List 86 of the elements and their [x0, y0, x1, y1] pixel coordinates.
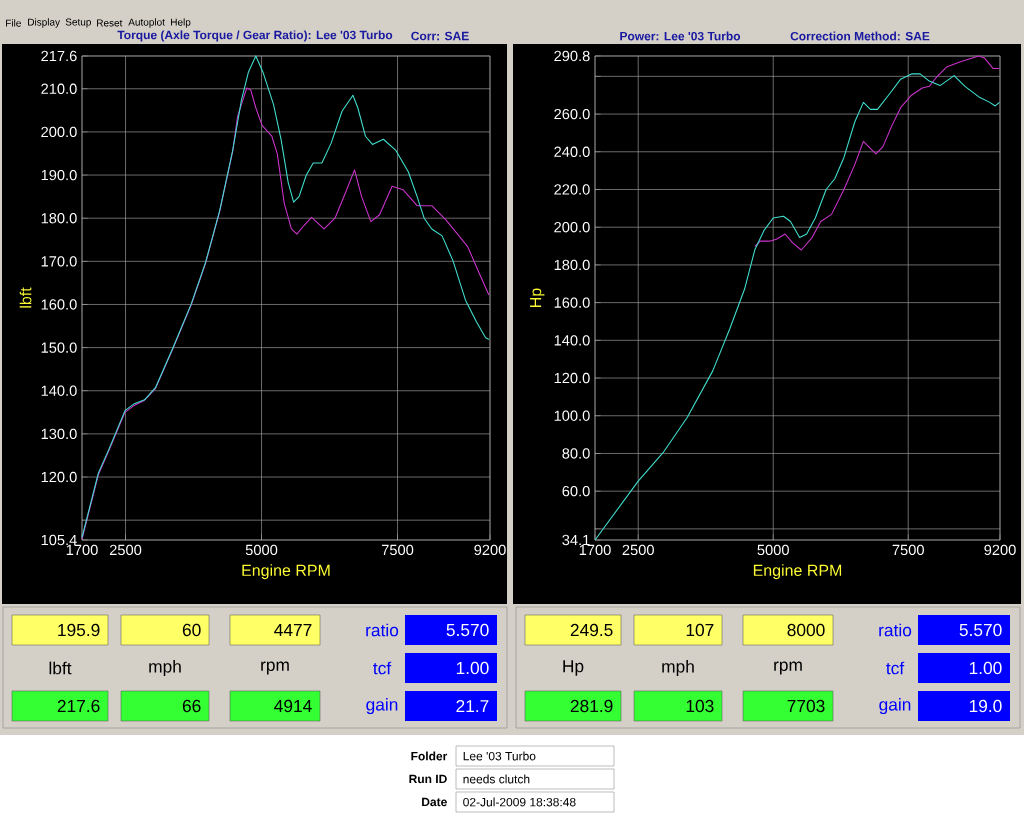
chart-title: Torque (Axle Torque / Gear Ratio): Lee '03 Turbo [117, 30, 393, 42]
y-tick-label: 120.0 [41, 471, 77, 483]
y-tick-label: 160.0 [554, 297, 590, 308]
text: 19.0 [969, 699, 1002, 713]
line-series [754, 55, 1001, 251]
y-tick-label: 190.0 [41, 169, 77, 181]
x-tick-label: 1700 [66, 544, 98, 556]
chart-subtitle: Correction Method: SAE [790, 31, 930, 41]
y-tick-label: 140.0 [554, 335, 590, 346]
y-tick-label: 100.0 [554, 410, 590, 421]
text: 5.570 [959, 623, 1002, 637]
text: 4914 [274, 699, 312, 713]
text: Hp [563, 660, 584, 676]
text: rpm [774, 661, 802, 675]
text: lbft [49, 661, 72, 675]
y-tick-label: 180.0 [554, 259, 590, 271]
x-tick-label: 2500 [622, 544, 654, 556]
y-tick-label: 200.0 [554, 222, 590, 233]
text: 4477 [274, 624, 312, 636]
y-tick-label: 130.0 [41, 428, 77, 440]
y-axis-title: Hp [530, 288, 545, 307]
x-tick-label: 9200 [984, 544, 1016, 556]
text: tcf [373, 661, 392, 675]
y-tick-label: 105.4 [41, 534, 77, 546]
text: rpm [261, 661, 289, 675]
x-tick-label: 9200 [474, 544, 506, 556]
text: Reset [97, 19, 123, 27]
x-tick-label: 2500 [109, 544, 142, 556]
text: Run ID [409, 774, 447, 784]
text: 8000 [787, 623, 825, 637]
chart-subtitle: Corr: SAE [411, 31, 469, 41]
y-tick-label: 120.0 [554, 372, 590, 384]
y-tick-label: 200.0 [41, 126, 77, 138]
y-tick-label: 210.0 [41, 83, 77, 94]
text: Setup [65, 18, 91, 28]
y-tick-label: 60.0 [562, 485, 590, 497]
text: 103 [686, 699, 714, 713]
chart-title: Power: Lee '03 Turbo [620, 31, 741, 41]
text: 60 [182, 623, 201, 637]
text: mph [149, 659, 181, 677]
text: gain [366, 697, 398, 715]
text: mph [662, 659, 694, 677]
y-tick-label: 220.0 [554, 184, 590, 195]
text: 281.9 [570, 699, 613, 713]
text: Help [171, 18, 191, 28]
text: ratio [879, 623, 912, 637]
y-tick-label: 150.0 [41, 342, 77, 353]
y-tick-label: 240.0 [554, 146, 590, 157]
text: 1.00 [456, 661, 489, 675]
text: 02-Jul-2009 18:38:48 [463, 797, 576, 807]
text: Date [422, 797, 447, 807]
y-axis-title: lbft [19, 287, 32, 308]
y-tick-label: 80.0 [562, 448, 590, 459]
text: Autoplot [128, 18, 165, 28]
text: 5.570 [446, 623, 489, 637]
text: 7703 [787, 699, 825, 713]
text: 249.5 [570, 623, 613, 637]
y-tick-label: 34.1 [562, 534, 590, 546]
text: 195.9 [58, 623, 100, 637]
text: tcf [886, 661, 905, 675]
text: 66 [182, 699, 201, 713]
y-tick-label: 170.0 [41, 256, 77, 267]
x-axis-title: Engine RPM [242, 564, 330, 580]
text: 1.00 [969, 661, 1002, 675]
x-tick-label: 7500 [892, 544, 924, 556]
text: gain [879, 697, 911, 715]
y-tick-label: 260.0 [554, 108, 590, 120]
text: 21.7 [456, 699, 489, 713]
text: ratio [366, 623, 399, 637]
y-tick-label: 290.8 [554, 50, 590, 62]
x-tick-label: 7500 [381, 544, 414, 556]
text: File [6, 19, 21, 27]
y-tick-label: 140.0 [41, 385, 77, 396]
x-tick-label: 5000 [757, 544, 789, 556]
y-tick-label: 180.0 [41, 213, 77, 224]
y-tick-label: 160.0 [41, 299, 77, 310]
x-tick-label: 1700 [579, 544, 611, 556]
text: Display [28, 18, 61, 28]
text: Folder [411, 751, 448, 761]
text: 107 [686, 623, 714, 637]
y-tick-label: 217.6 [41, 50, 77, 62]
text: Lee '03 Turbo [463, 751, 536, 761]
x-axis-title: Engine RPM [753, 564, 842, 580]
text: needs clutch [463, 774, 530, 784]
text: 217.6 [57, 699, 100, 713]
x-tick-label: 5000 [245, 544, 278, 556]
